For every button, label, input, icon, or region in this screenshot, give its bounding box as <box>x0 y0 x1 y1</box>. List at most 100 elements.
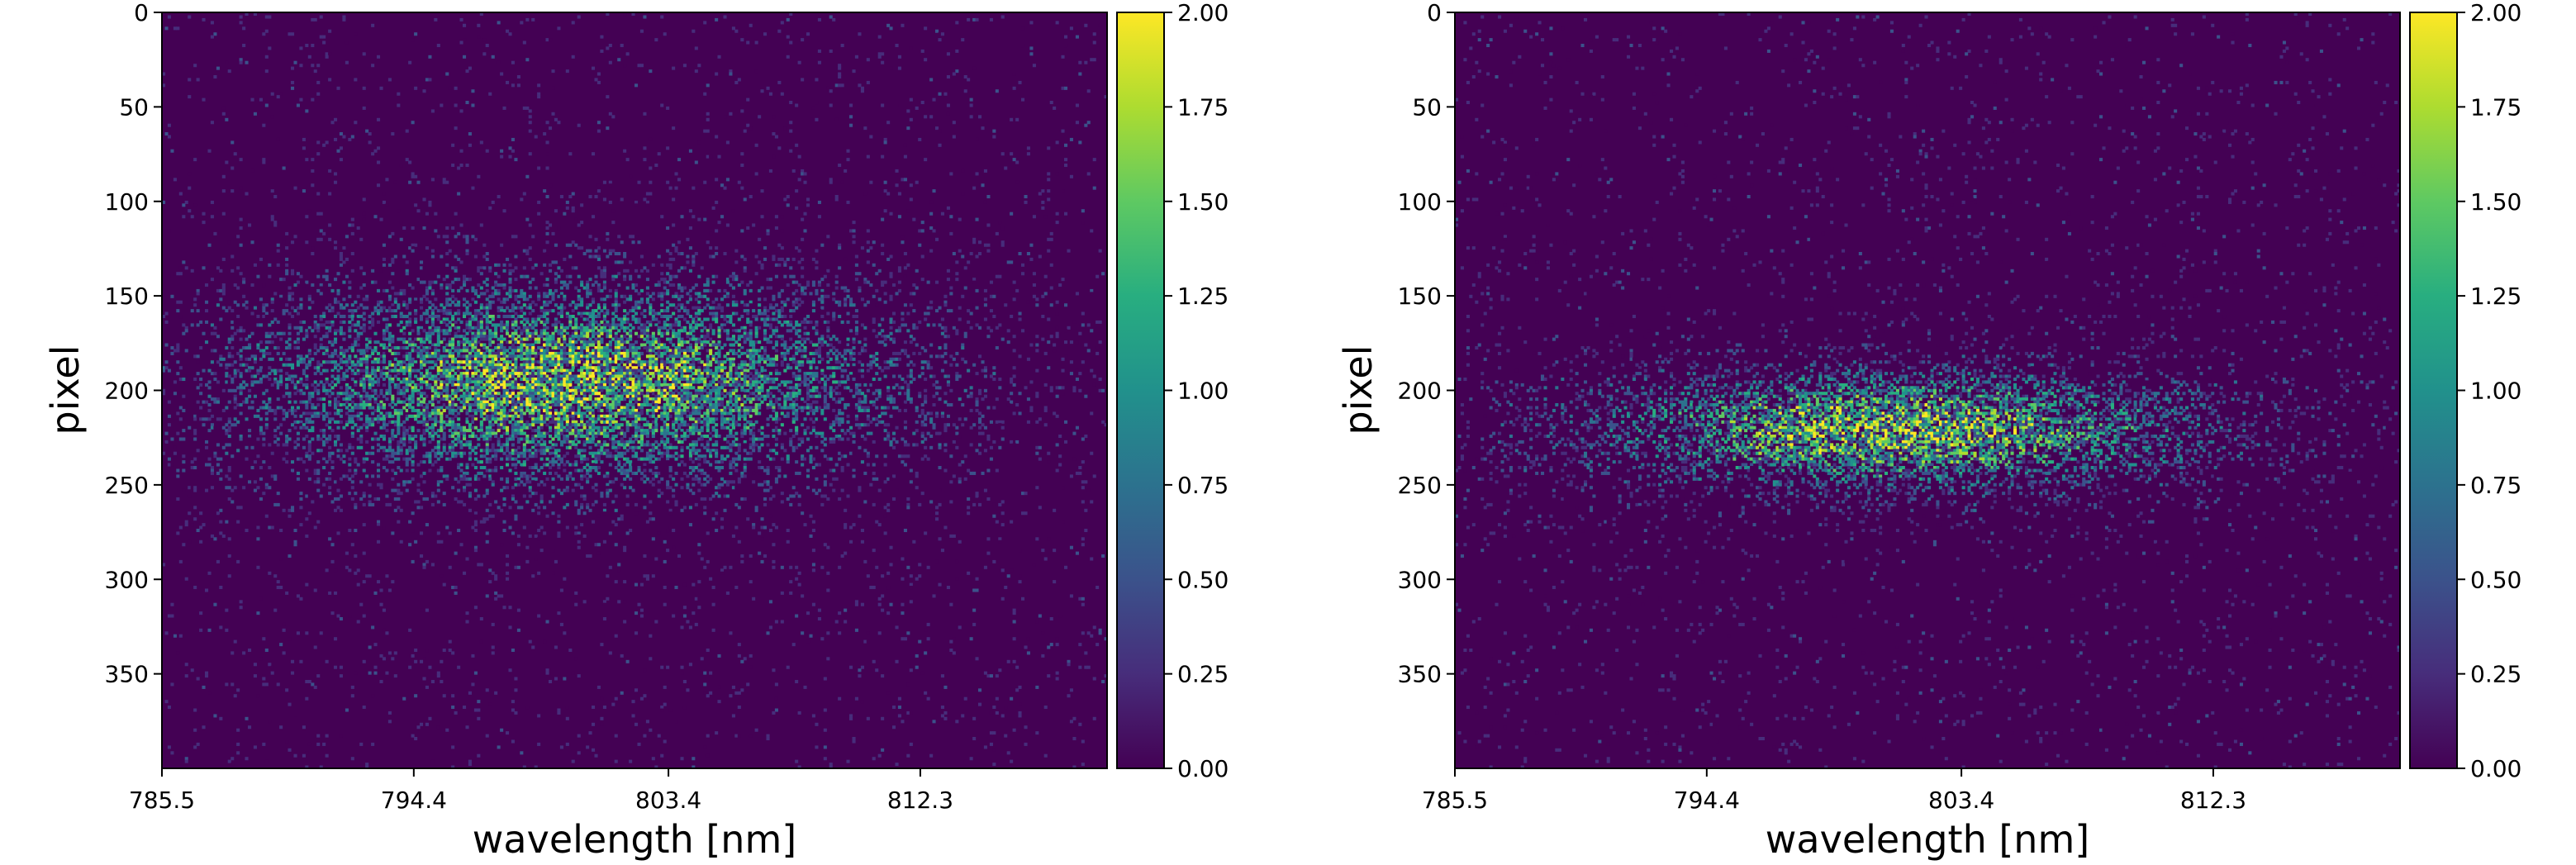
heatmap-cell <box>820 243 825 247</box>
heatmap-cell <box>568 343 573 347</box>
heatmap-cell <box>356 306 360 310</box>
heatmap-cell <box>983 366 987 370</box>
heatmap-cell <box>789 357 793 361</box>
heatmap-cell <box>264 303 269 307</box>
heatmap-cell <box>592 283 596 288</box>
heatmap-cell <box>502 323 506 327</box>
heatmap-cell <box>497 315 501 319</box>
heatmap-cell <box>645 326 649 330</box>
heatmap-cell <box>768 306 772 310</box>
heatmap-cell <box>801 337 805 341</box>
heatmap-cell <box>428 331 432 335</box>
heatmap-cell <box>811 257 815 261</box>
heatmap-cell <box>565 309 569 313</box>
heatmap-cell <box>543 368 547 373</box>
heatmap-cell <box>677 178 682 182</box>
heatmap-cell <box>623 335 627 339</box>
heatmap-cell <box>328 326 332 330</box>
heatmap-cell <box>296 272 300 276</box>
heatmap-cell <box>385 366 389 370</box>
heatmap-cell <box>677 360 682 364</box>
heatmap-cell <box>305 354 309 359</box>
heatmap-cell <box>167 123 171 127</box>
heatmap-cell <box>339 257 343 261</box>
heatmap-cell <box>511 351 515 355</box>
heatmap-cell <box>637 346 641 350</box>
heatmap-cell <box>737 337 741 341</box>
heatmap-cell <box>680 315 684 319</box>
heatmap-cell <box>586 343 590 347</box>
heatmap-cell <box>832 311 836 316</box>
heatmap-cell <box>594 78 598 82</box>
heatmap-cell <box>1026 146 1030 150</box>
heatmap-cell <box>602 297 606 302</box>
heatmap-cell <box>219 354 223 359</box>
heatmap-cell <box>883 360 887 364</box>
heatmap-cell <box>1006 340 1010 345</box>
heatmap-cell <box>692 257 696 261</box>
heatmap-cell <box>1012 72 1016 76</box>
heatmap-cell <box>752 351 756 355</box>
heatmap-cell <box>162 315 166 319</box>
heatmap-cell <box>963 89 967 93</box>
heatmap-cell <box>940 32 944 36</box>
heatmap-cell <box>543 249 547 253</box>
heatmap-cell <box>457 351 461 355</box>
heatmap-cell <box>440 303 444 307</box>
heatmap-cell <box>955 49 959 53</box>
heatmap-cell <box>746 317 750 321</box>
heatmap-cell <box>625 354 630 359</box>
heatmap-cell <box>606 331 610 335</box>
heatmap-cell <box>1035 368 1039 373</box>
heatmap-cell <box>688 209 692 213</box>
heatmap-cell <box>838 64 842 68</box>
heatmap-cell <box>657 294 661 298</box>
heatmap-cell <box>680 329 684 333</box>
heatmap-cell <box>909 292 913 296</box>
heatmap-cell <box>811 309 815 313</box>
heatmap-cell <box>350 363 354 367</box>
heatmap-cell <box>935 309 939 313</box>
heatmap-cell <box>631 351 635 355</box>
heatmap-cell <box>454 266 458 270</box>
heatmap-cell <box>817 49 821 53</box>
heatmap-cell <box>477 266 481 270</box>
heatmap-cell <box>725 140 730 145</box>
heatmap-cell <box>405 315 409 319</box>
heatmap-cell <box>832 372 836 376</box>
heatmap-cell <box>264 315 269 319</box>
heatmap-cell <box>305 215 309 219</box>
heatmap-cell <box>391 260 395 264</box>
heatmap-cell <box>442 311 446 316</box>
heatmap-cell <box>563 283 567 288</box>
heatmap-cell <box>723 372 727 376</box>
heatmap-cell <box>485 317 489 321</box>
heatmap-cell <box>543 292 547 296</box>
heatmap-cell <box>368 140 372 145</box>
heatmap-cell <box>225 363 229 367</box>
heatmap-cell <box>623 366 627 370</box>
heatmap-cell <box>288 297 292 302</box>
heatmap-cell <box>666 343 670 347</box>
heatmap-cell <box>477 294 481 298</box>
heatmap-cell <box>399 311 403 316</box>
heatmap-cell <box>940 354 944 359</box>
heatmap-cell <box>502 354 506 359</box>
heatmap-cell <box>586 368 590 373</box>
heatmap-cell <box>663 323 667 327</box>
heatmap-cell <box>373 340 378 345</box>
heatmap-cell <box>291 32 295 36</box>
heatmap-cell <box>368 354 372 359</box>
heatmap-cell <box>522 303 526 307</box>
heatmap-cell <box>565 311 569 316</box>
heatmap-cell <box>737 180 741 184</box>
heatmap-cell <box>1084 60 1088 64</box>
heatmap-cell <box>895 183 899 188</box>
heatmap-cell <box>354 343 358 347</box>
heatmap-cell <box>629 278 633 282</box>
heatmap-cell <box>445 226 449 231</box>
heatmap-cell <box>844 288 848 292</box>
heatmap-cell <box>559 329 563 333</box>
heatmap-cell <box>688 323 692 327</box>
heatmap-cell <box>725 331 730 335</box>
